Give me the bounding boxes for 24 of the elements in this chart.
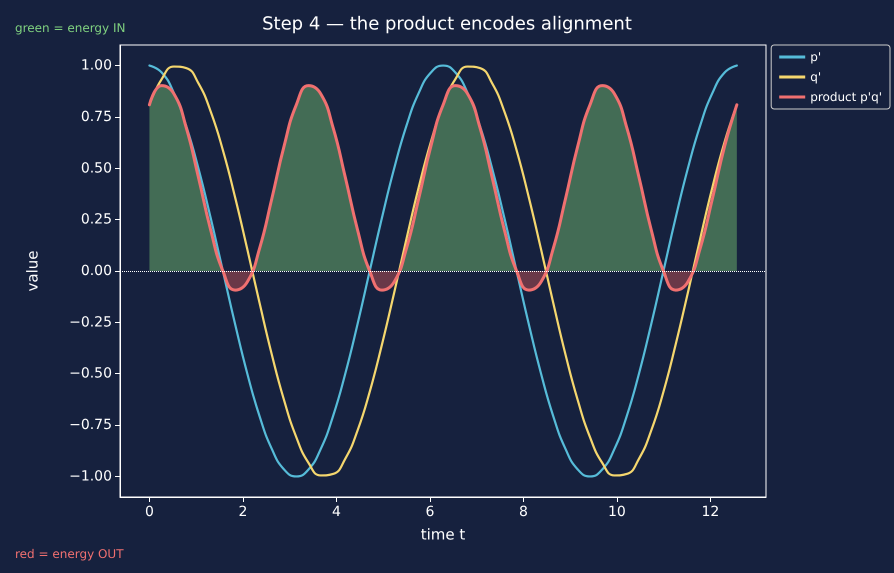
x-tick-label: 6	[425, 504, 434, 520]
y-tick-label: 0.25	[80, 212, 112, 228]
legend-label: p'	[810, 50, 822, 64]
x-tick-label: 8	[518, 504, 528, 520]
y-tick-label: −0.75	[69, 417, 112, 434]
text: red = energy OUT	[15, 547, 124, 561]
x-tick-label: 2	[238, 504, 248, 520]
y-tick-label: 0.00	[80, 263, 112, 279]
y-tick-label: 0.50	[80, 160, 112, 176]
text: green = energy IN	[15, 21, 126, 35]
x-tick-label: 10	[608, 504, 626, 520]
x-tick-label: 12	[701, 504, 720, 520]
legend-label: q'	[810, 70, 822, 84]
legend-label: product p'q'	[810, 90, 882, 104]
y-tick-label: 1.00	[80, 58, 112, 74]
x-tick-label: 0	[144, 504, 154, 520]
x-tick-label: 4	[332, 504, 341, 520]
y-tick-label: −0.25	[69, 314, 112, 330]
y-axis-title: value	[24, 250, 42, 292]
y-tick-label: 0.75	[80, 108, 112, 125]
y-tick-label: −1.00	[69, 468, 112, 484]
chart-title: Step 4 — the product encodes alignment	[262, 14, 632, 34]
y-tick-label: −0.50	[69, 366, 112, 382]
x-axis-title: time t	[420, 526, 466, 544]
